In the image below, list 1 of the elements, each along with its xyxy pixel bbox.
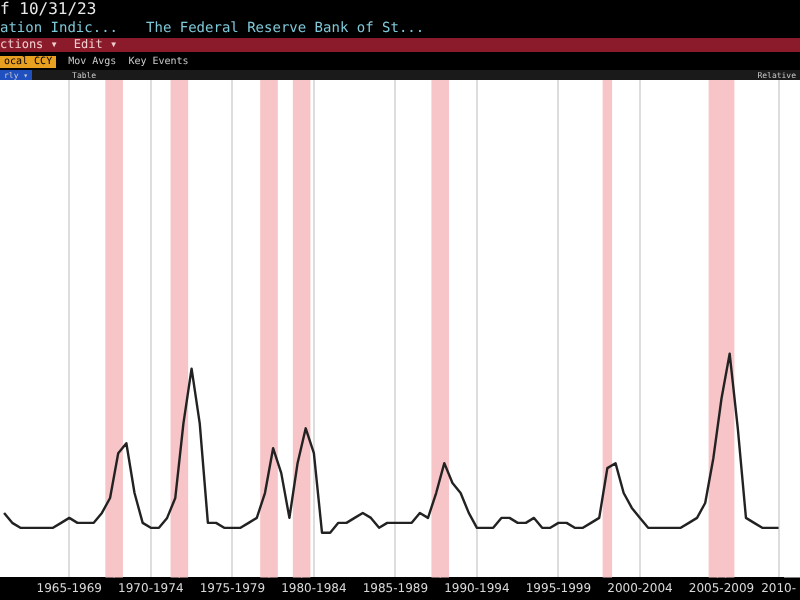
- text: f 10/31/23: [0, 0, 97, 18]
